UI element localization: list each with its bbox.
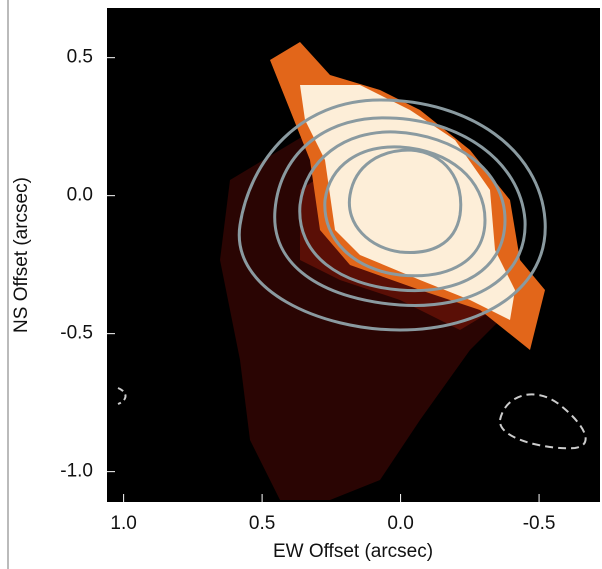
contour	[347, 148, 463, 255]
y-tick-label: -1.0	[60, 461, 93, 482]
x-axis-label: EW Offset (arcsec)	[273, 541, 433, 562]
dashed-contour	[117, 387, 127, 405]
contours	[237, 98, 547, 332]
core-emission	[300, 85, 515, 320]
y-tick-label: 0.0	[67, 185, 93, 206]
y-tick-label: -0.5	[60, 323, 93, 344]
x-tick-label: 0.0	[387, 513, 413, 534]
x-tick-label: -0.5	[523, 513, 556, 534]
image	[107, 8, 600, 502]
y-tick-label: 0.5	[67, 47, 93, 68]
beam-ellipse	[498, 393, 587, 450]
contour	[273, 116, 527, 308]
contour	[237, 98, 547, 332]
contour	[298, 130, 507, 293]
y-axis-label: NS Offset (arcsec)	[11, 177, 32, 333]
x-tick-label: 1.0	[110, 513, 136, 534]
x-tick-label: 0.5	[249, 513, 275, 534]
contour	[323, 145, 487, 278]
